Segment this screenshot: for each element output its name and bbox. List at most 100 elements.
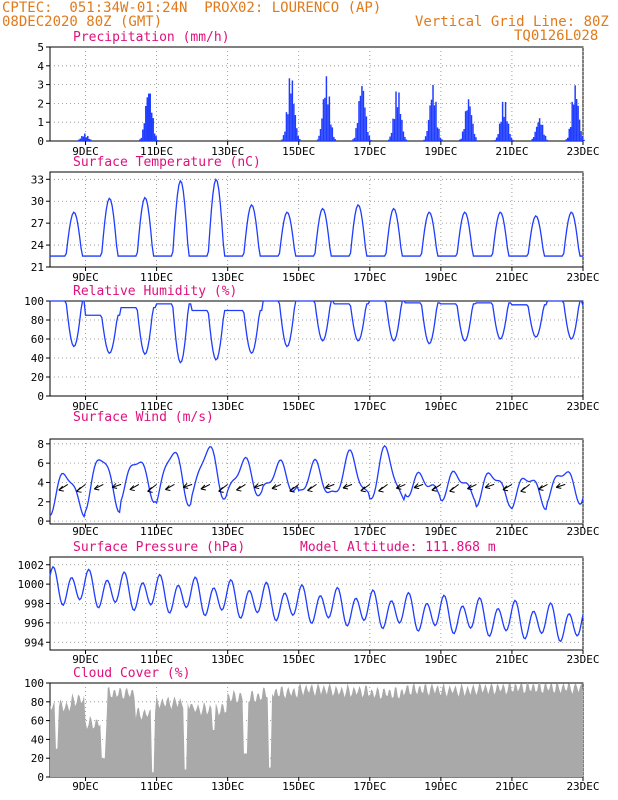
- wind-arrow-head: [93, 484, 100, 491]
- x-tick-label: 17DEC: [353, 271, 386, 284]
- y-tick-label: 3: [37, 79, 44, 92]
- x-tick-label: 9DEC: [72, 525, 99, 538]
- x-tick-label: 9DEC: [72, 145, 99, 158]
- precip-bar: [568, 128, 570, 141]
- precip-bar: [580, 131, 582, 141]
- precip-bar: [334, 139, 337, 141]
- x-tick-label: 17DEC: [353, 525, 386, 538]
- precip-bar: [387, 139, 390, 141]
- precip-bar: [324, 97, 326, 141]
- y-tick-label: 21: [31, 261, 44, 274]
- x-tick-label: 21DEC: [495, 653, 528, 666]
- wind-arrow-head: [111, 483, 118, 489]
- wind-arrow-head: [289, 486, 295, 493]
- precip-bar: [367, 131, 369, 141]
- precip-bar: [287, 114, 289, 141]
- panel-frame: [49, 438, 584, 525]
- precip-bar: [509, 133, 511, 141]
- header-model-code: TQ0126L028: [514, 28, 599, 44]
- panel-wind: 0 2 4 6 8 9DEC 11DEC 13DEC 15DEC 17DEC 19DEC 21DEC 2…: [37, 410, 599, 538]
- wind-line: [49, 444, 584, 519]
- wind-arrow-head: [182, 483, 189, 489]
- precip-bar: [284, 131, 286, 141]
- panel-title: Surface Pressure (hPa): [73, 540, 245, 555]
- wind-arrow-head: [555, 483, 562, 489]
- precip-bar: [510, 137, 513, 141]
- x-tick-label: 11DEC: [140, 780, 173, 793]
- precip-bar: [473, 133, 476, 141]
- wind-arrow-head: [76, 486, 82, 493]
- precip-bar: [288, 78, 291, 141]
- wind-arrow: [556, 483, 566, 488]
- y-tick-label: 1002: [18, 559, 45, 572]
- x-tick-label: 9DEC: [72, 271, 99, 284]
- precip-bar: [327, 104, 329, 141]
- precip-bar: [577, 105, 579, 141]
- precip-bar: [472, 123, 474, 141]
- wind-arrow: [467, 483, 477, 490]
- precip-bar: [535, 126, 538, 141]
- wind-arrow-head: [467, 484, 473, 491]
- precip-bar: [319, 129, 322, 141]
- precip-bar: [436, 127, 439, 141]
- precip-bar: [463, 129, 465, 141]
- precip-bar: [402, 131, 405, 141]
- precip-bar: [297, 136, 300, 141]
- header-station: CPTEC: 051:34W-01:24N PROX02: LOURENCO (…: [2, 0, 382, 16]
- precip-bar: [330, 124, 332, 141]
- precip-bar: [432, 84, 434, 141]
- precip-bar: [318, 135, 320, 141]
- precip-bar: [404, 136, 406, 141]
- wind-arrow: [182, 483, 193, 488]
- humidity-line: [50, 300, 584, 364]
- y-tick-label: 0: [37, 515, 44, 528]
- pressure-line: [49, 565, 584, 643]
- temperature-line: [50, 178, 583, 257]
- precip-bar: [156, 140, 159, 141]
- precip-bar: [290, 93, 292, 141]
- y-tick-label: 0: [37, 771, 44, 784]
- precip-bar: [494, 139, 496, 141]
- precip-bar: [399, 113, 402, 141]
- wind-arrow-head: [431, 485, 437, 492]
- precip-bar: [390, 132, 393, 141]
- wind-arrow-head: [218, 486, 224, 493]
- precip-bar: [355, 128, 357, 141]
- precip-bar: [581, 136, 584, 141]
- wind-arrow-head: [484, 483, 491, 489]
- wind-arrow: [396, 483, 406, 489]
- precip-bar: [296, 128, 298, 141]
- panel-frame: [49, 556, 584, 651]
- precip-bar: [398, 92, 400, 141]
- panel-title: Precipitation (mm/h): [73, 30, 230, 45]
- header-grid-line: Vertical Grid Line: 80Z: [415, 14, 609, 30]
- y-tick-label: 0: [37, 135, 44, 148]
- precip-bar: [145, 105, 147, 141]
- cloud-area: [50, 683, 583, 777]
- wind-arrow-head: [520, 487, 526, 493]
- precip-bar: [152, 118, 154, 141]
- panel-frame: [49, 46, 584, 142]
- y-tick-label: 4: [37, 60, 44, 73]
- precip-bar: [389, 136, 391, 141]
- precip-bar: [427, 119, 430, 141]
- precip-bar: [498, 123, 501, 141]
- precip-bar: [393, 119, 396, 141]
- y-tick-label: 996: [24, 617, 44, 630]
- precip-bar: [504, 101, 507, 141]
- precip-bar: [293, 103, 295, 141]
- x-tick-label: 17DEC: [353, 400, 386, 413]
- panel-cloud: 0 20 40 60 80 100 9DEC 11DEC 13DEC 15DEC 17DEC 19DE…: [24, 666, 599, 793]
- x-tick-label: 23DEC: [566, 271, 599, 284]
- y-tick-label: 6: [37, 457, 44, 470]
- wind-arrow-head: [538, 484, 544, 491]
- precip-bar: [458, 139, 461, 141]
- precip-bar: [358, 101, 360, 141]
- wind-arrow: [111, 483, 122, 488]
- precip-bar: [143, 123, 146, 141]
- precip-bar: [534, 131, 536, 141]
- precip-bar: [282, 135, 285, 141]
- wind-arrow-head: [236, 485, 242, 492]
